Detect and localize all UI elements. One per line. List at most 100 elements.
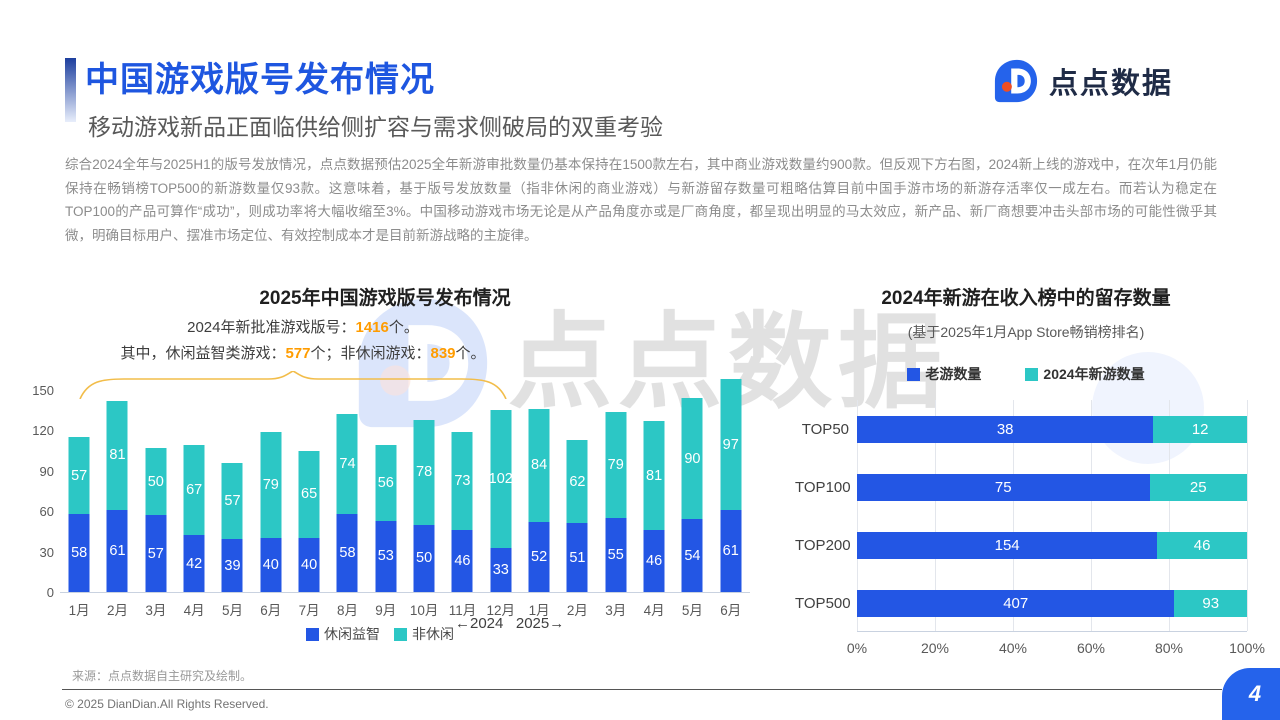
- new-games-segment: 25: [1149, 473, 1247, 501]
- noncasual-bar-segment: 50: [145, 447, 167, 516]
- bar-value-label: 78: [416, 464, 433, 481]
- bar-value-label: 67: [186, 482, 203, 499]
- x-axis-tick-label: 40%: [998, 640, 1028, 656]
- casual-bar-segment: 57: [145, 515, 167, 592]
- noncasual-bar-segment: 79: [605, 411, 627, 518]
- bar-column: 42 67: [175, 390, 213, 592]
- bar-value-label: 73: [454, 472, 471, 489]
- bar-column: 40 65: [290, 390, 328, 592]
- row-label: TOP500: [795, 594, 851, 612]
- x-axis-label: 8月: [336, 603, 358, 618]
- bar-value-label: 65: [301, 486, 318, 503]
- x-axis-tick-label: 80%: [1154, 640, 1184, 656]
- x-axis-label: 5月: [221, 603, 243, 618]
- bar-value-label: 61: [722, 542, 739, 559]
- bar-value-label: 57: [71, 467, 88, 484]
- casual-bar-segment: 40: [298, 538, 320, 592]
- bar-track: 75 25: [857, 473, 1247, 501]
- bar-value-label: 62: [569, 473, 586, 490]
- legend-item: 非休闲: [394, 624, 454, 644]
- bar-value-label: 154: [994, 536, 1020, 554]
- x-axis-label: 7月: [298, 603, 320, 618]
- bar-value-label: 81: [646, 467, 663, 484]
- y-axis-label: 60: [39, 504, 54, 520]
- bar-column: 61 97: [712, 379, 750, 592]
- casual-bar-segment: 55: [605, 517, 627, 592]
- x-axis-label: 1月: [528, 603, 550, 618]
- y-axis-label: 0: [46, 585, 54, 600]
- year-divider-label: ←2024 2025→: [455, 615, 565, 632]
- bar-value-label: 52: [531, 548, 548, 565]
- bar-value-label: 38: [996, 420, 1014, 438]
- casual-bar-segment: 61: [106, 509, 128, 592]
- brand-logo-text: 点点数据: [1049, 68, 1174, 100]
- annotation-line-1: 2024年新批准游戏版号：1416个。: [187, 319, 419, 336]
- bar-column: 39 57: [213, 390, 251, 592]
- bar-track: 38 12: [857, 415, 1247, 443]
- x-axis-label: 3月: [145, 603, 167, 618]
- x-axis-label: 3月: [605, 603, 627, 618]
- annotation-line-2: 其中，休闲益智类游戏：577个；非休闲游戏：839个。: [120, 345, 486, 362]
- bar-value-label: 61: [109, 542, 126, 559]
- y-axis-label: 150: [32, 383, 54, 398]
- x-axis-label: 5月: [681, 603, 703, 618]
- x-axis-tick-label: 100%: [1229, 640, 1265, 656]
- x-axis-label: 4月: [643, 603, 665, 618]
- noncasual-bar-segment: 90: [681, 398, 703, 520]
- casual-bar-segment: 54: [681, 519, 703, 592]
- page-number: 4: [1248, 681, 1262, 706]
- bar-value-label: 40: [262, 557, 279, 574]
- bar-value-label: 58: [71, 544, 88, 561]
- y-axis-label: 120: [32, 423, 54, 439]
- bar-value-label: 407: [1003, 594, 1029, 612]
- bar-column: 55 79: [597, 390, 635, 592]
- bar-column: 33 102: [482, 390, 520, 592]
- brace-2024-icon: [79, 371, 507, 399]
- bar-value-label: 55: [607, 546, 624, 563]
- x-axis-label: 9月: [375, 603, 397, 618]
- old-games-segment: 407: [857, 589, 1175, 617]
- x-axis-tick-label: 60%: [1076, 640, 1106, 656]
- bar-value-label: 57: [224, 493, 241, 510]
- retention-chart-legend: 老游数量 2024年新游数量: [795, 364, 1257, 384]
- x-axis-label: 2月: [566, 603, 588, 618]
- bar-value-label: 53: [377, 548, 394, 565]
- row-label: TOP100: [795, 478, 851, 496]
- casual-bar-segment: 40: [260, 538, 282, 592]
- noncasual-bar-segment: 65: [298, 450, 320, 539]
- y-axis-label: 90: [39, 463, 54, 479]
- bar-value-label: 93: [1202, 594, 1220, 612]
- bar-value-label: 90: [684, 450, 701, 467]
- casual-bar-segment: 53: [375, 520, 397, 592]
- retention-chart-subtitle: (基于2025年1月App Store畅销榜排名): [907, 324, 1145, 340]
- bar-value-label: 42: [186, 555, 203, 572]
- casual-bar-segment: 46: [643, 530, 665, 592]
- noncasual-bar-segment: 84: [528, 408, 550, 522]
- bar-value-label: 81: [109, 447, 126, 464]
- bar-column: 57 50: [137, 390, 175, 592]
- bar-value-label: 50: [147, 473, 164, 490]
- bar-value-label: 56: [377, 474, 394, 491]
- bar-value-label: 97: [722, 436, 739, 453]
- casual-total-value: 577: [285, 345, 311, 362]
- noncasual-bar-segment: 78: [413, 419, 435, 525]
- old-games-segment: 154: [857, 531, 1158, 559]
- gridline: [1091, 400, 1092, 631]
- old-games-segment: 75: [857, 473, 1150, 501]
- bar-value-label: 46: [454, 553, 471, 570]
- noncasual-bar-segment: 57: [221, 462, 243, 540]
- diandian-logo-icon: [994, 59, 1038, 103]
- monthly-chart-annotation: 2024年新批准游戏版号：1416个。 其中，休闲益智类游戏：577个；非休闲游…: [88, 315, 518, 367]
- retention-grid: [857, 400, 1248, 632]
- noncasual-bar-segment: 74: [336, 414, 358, 514]
- new-games-segment: 46: [1157, 531, 1247, 559]
- bar-value-label: 58: [339, 544, 356, 561]
- noncasual-bar-segment: 67: [183, 445, 205, 536]
- bar-track: 407 93: [857, 589, 1247, 617]
- retention-row: TOP100 75 25: [795, 458, 1247, 516]
- legend-swatch: [1025, 367, 1039, 381]
- legend-label: 2024年新游数量: [1043, 366, 1145, 382]
- page-subtitle: 移动游戏新品正面临供给侧扩容与需求侧破局的双重考验: [88, 114, 663, 140]
- title-accent-bar: [65, 58, 76, 122]
- bar-value-label: 46: [646, 553, 663, 570]
